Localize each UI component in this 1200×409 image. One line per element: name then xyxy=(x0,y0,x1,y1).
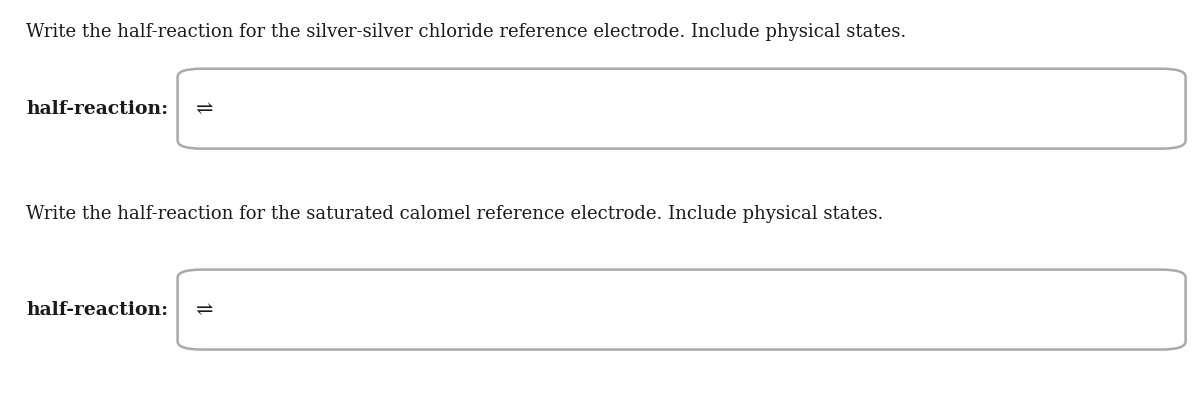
Text: half-reaction:: half-reaction: xyxy=(26,300,168,318)
Text: ⇌: ⇌ xyxy=(196,300,214,319)
FancyBboxPatch shape xyxy=(178,270,1186,350)
FancyBboxPatch shape xyxy=(178,70,1186,149)
Text: Write the half-reaction for the silver-silver chloride reference electrode. Incl: Write the half-reaction for the silver-s… xyxy=(26,22,907,40)
Text: ⇌: ⇌ xyxy=(196,100,214,119)
Text: half-reaction:: half-reaction: xyxy=(26,99,168,117)
Text: Write the half-reaction for the saturated calomel reference electrode. Include p: Write the half-reaction for the saturate… xyxy=(26,204,883,222)
